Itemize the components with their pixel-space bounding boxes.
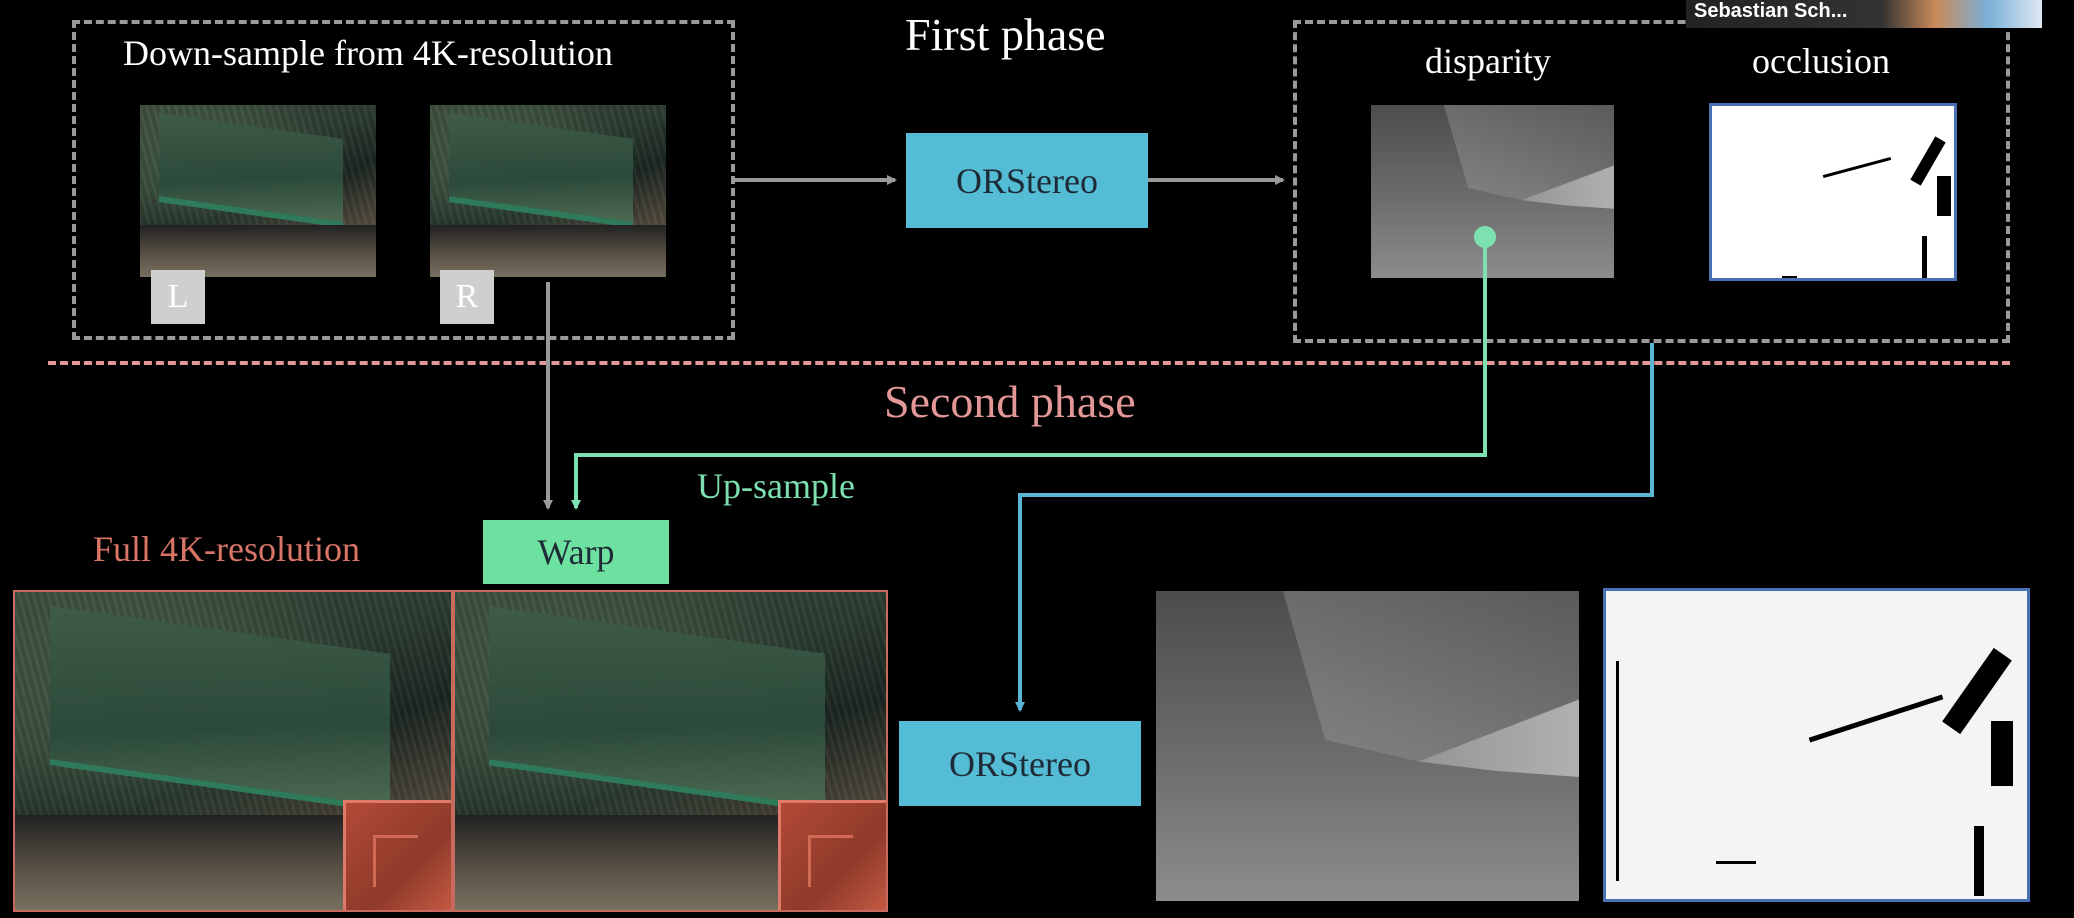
disparity-map-small	[1371, 105, 1614, 278]
upsample-label: Up-sample	[697, 466, 855, 506]
first-phase-output-box	[1293, 20, 2010, 343]
phase-divider	[48, 361, 2010, 365]
right-image-full-resolution	[453, 590, 888, 912]
disparity-map-full-resolution	[1156, 591, 1579, 901]
orstereo-node-first-phase: ORStereo	[906, 133, 1148, 228]
occlusion-map-small	[1709, 103, 1957, 281]
left-image-zoom-inset	[343, 800, 451, 910]
second-phase-title: Second phase	[884, 376, 1136, 427]
orstereo-node-second-phase-label: ORStereo	[949, 743, 1091, 784]
occlusion-label: occlusion	[1752, 41, 1890, 81]
arrow-disparity-to-warp	[571, 237, 1487, 510]
orstereo-node-first-phase-label: ORStereo	[956, 160, 1098, 201]
orstereo-node-second-phase: ORStereo	[899, 721, 1141, 806]
warp-node: Warp	[483, 520, 669, 584]
participant-video-tile[interactable]: Sebastian Sch...	[1686, 0, 2042, 28]
first-phase-title: First phase	[905, 9, 1106, 60]
arrow-occlusion-to-orstereo	[1015, 343, 1654, 712]
disparity-label: disparity	[1425, 41, 1551, 81]
occlusion-map-full-resolution	[1603, 588, 2030, 902]
left-stereo-image-small	[140, 105, 376, 277]
right-image-zoom-inset	[778, 800, 886, 910]
left-image-full-resolution	[13, 590, 453, 912]
right-stereo-image-small	[430, 105, 666, 277]
warp-node-label: Warp	[537, 532, 615, 572]
participant-name: Sebastian Sch...	[1694, 0, 1848, 22]
downsample-group-box	[72, 20, 735, 340]
downsample-label: Down-sample from 4K-resolution	[123, 33, 613, 73]
right-image-badge: R	[440, 270, 494, 324]
full-resolution-label: Full 4K-resolution	[93, 529, 360, 569]
left-image-badge: L	[151, 270, 205, 324]
